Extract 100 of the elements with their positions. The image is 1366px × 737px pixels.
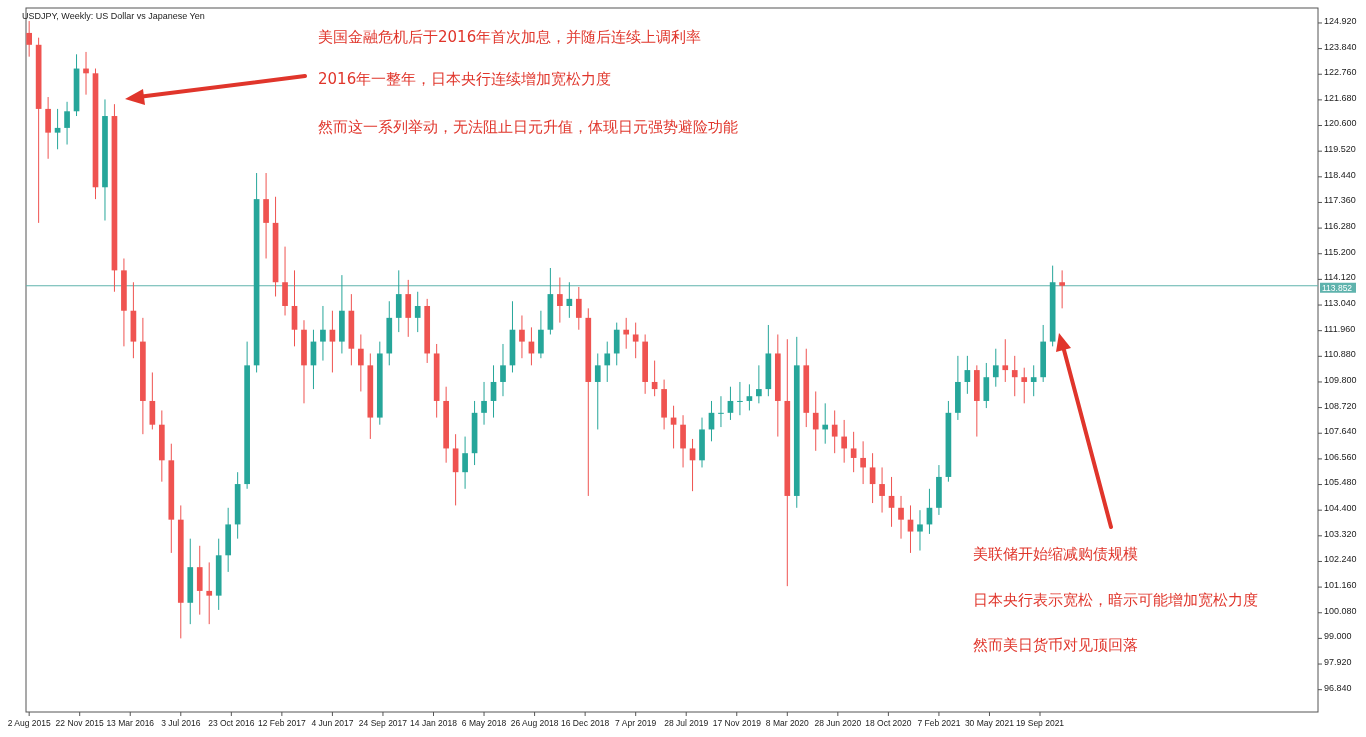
candlestick xyxy=(1059,269,1065,309)
y-tick-label: 119.520 xyxy=(1324,144,1356,155)
y-tick-label: 96.840 xyxy=(1324,682,1352,693)
y-tick-label: 103.320 xyxy=(1324,528,1357,539)
y-tick-label: 104.400 xyxy=(1324,503,1357,514)
y-tick-label: 116.280 xyxy=(1324,221,1356,231)
y-tick-label: 124.920 xyxy=(1324,15,1357,26)
candlestick xyxy=(45,96,51,160)
candlestick xyxy=(414,291,421,333)
candlestick xyxy=(850,431,857,473)
candlestick xyxy=(26,20,32,58)
x-tick-label: 7 Apr 2019 xyxy=(615,718,657,728)
x-tick-label: 4 Jun 2017 xyxy=(311,718,354,728)
candlestick xyxy=(1011,355,1018,397)
y-tick-label: 102.240 xyxy=(1324,554,1357,565)
x-tick-label: 3 Jul 2016 xyxy=(161,718,201,728)
x-tick-label: 12 Feb 2017 xyxy=(258,718,307,728)
x-tick-label: 22 Nov 2015 xyxy=(55,718,105,728)
x-tick-label: 8 Mar 2020 xyxy=(765,718,810,728)
candlestick xyxy=(632,322,639,359)
candlestick xyxy=(405,279,412,338)
y-tick-label: 120.600 xyxy=(1324,118,1357,129)
candlestick xyxy=(282,246,288,316)
candlestick xyxy=(481,381,487,426)
chart-title: USDJPY, Weekly: US Dollar vs Japanese Yen xyxy=(22,11,205,21)
candlestick xyxy=(206,561,213,625)
candlestick xyxy=(538,310,544,359)
x-tick-label: 26 Aug 2018 xyxy=(510,718,559,728)
candlestick xyxy=(1002,338,1009,383)
candlestick xyxy=(879,466,885,514)
x-tick-label: 14 Jan 2018 xyxy=(410,718,458,728)
candlestick xyxy=(860,440,866,485)
candlestick xyxy=(680,414,686,468)
candlestick xyxy=(841,419,847,464)
candlestick xyxy=(718,395,724,428)
y-tick-label: 106.560 xyxy=(1324,451,1357,462)
annotation: 美国金融危机后于2016年首次加息，并随后连续上调利率 xyxy=(318,28,702,46)
x-tick-label: 6 May 2018 xyxy=(461,718,507,728)
candlestick xyxy=(519,314,525,359)
candlestick xyxy=(395,269,402,333)
candlestick xyxy=(812,390,819,452)
x-tick-label: 17 Nov 2019 xyxy=(712,718,762,728)
annotation: 然而这一系列举动，无法阻止日元升值，体现日元强势避险功能 xyxy=(318,118,738,136)
candlestick xyxy=(746,383,753,411)
candlestick xyxy=(737,381,743,416)
y-tick-label: 97.920 xyxy=(1324,656,1352,667)
y-tick-label: 111.960 xyxy=(1324,323,1356,334)
candlestick xyxy=(462,436,468,490)
candlestick xyxy=(992,348,999,388)
candlestick xyxy=(613,322,620,366)
y-tick-label: 109.800 xyxy=(1324,374,1357,385)
candlestick xyxy=(594,352,601,430)
x-tick-label: 23 Oct 2016 xyxy=(208,718,255,728)
x-tick-label: 16 Dec 2018 xyxy=(561,718,610,728)
candlestick xyxy=(575,286,582,331)
x-tick-label: 2 Aug 2015 xyxy=(7,718,51,728)
y-tick-label: 122.760 xyxy=(1324,67,1357,78)
y-tick-label: 123.840 xyxy=(1324,41,1357,52)
x-tick-label: 28 Jul 2019 xyxy=(664,718,709,728)
y-tick-label: 121.680 xyxy=(1324,92,1357,103)
annotation: 然而美日货币对见顶回落 xyxy=(973,636,1138,654)
y-tick-label: 110.880 xyxy=(1324,349,1356,360)
candlestick xyxy=(983,362,990,409)
candlestick xyxy=(566,281,573,319)
candlestick xyxy=(898,495,904,540)
candlestick xyxy=(557,276,563,324)
x-tick-label: 19 Sep 2021 xyxy=(1015,718,1065,728)
candlestick xyxy=(263,172,269,259)
candlestick xyxy=(500,343,506,397)
y-tick-label: 114.120 xyxy=(1324,272,1356,283)
x-tick-label: 24 Sep 2017 xyxy=(358,718,408,728)
x-tick-label: 7 Feb 2021 xyxy=(917,718,961,728)
y-tick-label: 118.440 xyxy=(1324,169,1356,180)
x-tick-label: 18 Oct 2020 xyxy=(865,718,912,728)
candlestick xyxy=(196,545,203,616)
y-tick-label: 108.720 xyxy=(1324,400,1357,411)
candlestick xyxy=(320,305,326,362)
candlestick xyxy=(358,333,364,392)
annotation: 2016年一整年，日本央行连续增加宽松力度 xyxy=(318,70,612,88)
candlestick xyxy=(604,341,611,383)
annotation: 日本央行表示宽松，暗示可能增加宽松力度 xyxy=(973,591,1258,609)
x-tick-label: 13 Mar 2016 xyxy=(106,718,155,728)
y-tick-label: 117.360 xyxy=(1324,195,1356,206)
x-tick-label: 30 May 2021 xyxy=(964,718,1015,728)
candlestick xyxy=(917,509,923,552)
x-tick-label: 28 Jun 2020 xyxy=(814,718,862,728)
y-tick-label: 101.160 xyxy=(1324,580,1357,591)
y-tick-label: 105.480 xyxy=(1324,477,1357,488)
y-tick-label: 100.080 xyxy=(1324,605,1357,616)
y-tick-label: 107.640 xyxy=(1324,426,1357,437)
candlestick xyxy=(1030,364,1037,397)
candlestick xyxy=(54,108,61,150)
candlestick xyxy=(756,364,762,404)
annotation: 美联储开始缩减购债规模 xyxy=(973,545,1138,563)
y-tick-label: 115.200 xyxy=(1324,246,1356,257)
y-tick-label: 99.000 xyxy=(1324,631,1352,642)
candlestick xyxy=(1021,367,1028,404)
y-tick-label: 113.040 xyxy=(1324,297,1356,308)
ref-line-label: 113.852 xyxy=(1322,282,1353,293)
candlestick xyxy=(64,101,70,146)
